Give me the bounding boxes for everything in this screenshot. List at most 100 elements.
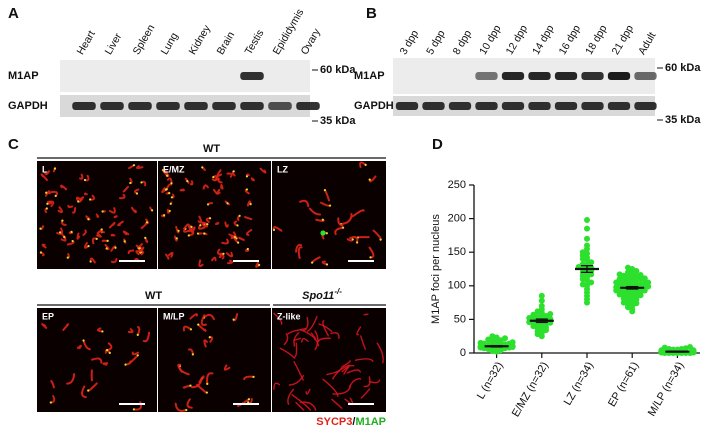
dot [661,344,668,351]
chromosome [297,246,303,259]
chromosome [108,207,116,214]
lane-label: 12 dpp [504,23,531,57]
chromosome [299,401,317,411]
focus [169,202,172,205]
band [581,102,604,110]
lane-label: 18 dpp [583,23,610,57]
marker-label: 60 kDa [665,62,701,74]
chromosome [343,366,350,375]
dot [625,269,631,276]
green-spot [320,230,326,236]
dot [538,302,545,309]
chromosome [48,190,51,195]
chromosome [83,242,90,249]
gene: Spo11 [302,290,334,302]
chromosome [102,362,109,366]
chromosome [349,236,359,244]
band [184,102,208,110]
focus [168,192,171,195]
focus [135,192,139,195]
chromosome [108,221,116,229]
stain-name: / [352,416,355,428]
chromosome [259,167,267,174]
focus [101,210,104,213]
chromosome [186,398,193,409]
chromosome [368,379,381,384]
focus [108,351,111,354]
focus [49,401,52,404]
chromosome [293,361,304,381]
y-tick-label: 250 [448,179,466,191]
focus [186,180,189,183]
dot [530,311,537,318]
chromosome [225,251,233,258]
chromosome [332,385,352,395]
focus [95,237,98,240]
focus [199,224,202,227]
chromosome [57,206,63,214]
chromosome [360,388,371,399]
dot [485,336,492,343]
focus [206,382,209,385]
focus [191,353,194,356]
chromosome [308,207,322,216]
focus [45,207,48,210]
chromosome [306,315,318,332]
chromosome [293,337,301,341]
panel-label: A [8,5,19,22]
chromosome [287,388,295,405]
band [554,72,578,80]
band [448,102,472,110]
image-label: Z-like [277,311,301,321]
chromosome [273,382,281,390]
lane-label: Adult [636,30,658,57]
focus [39,251,42,254]
focus [237,241,240,244]
row-label: M1AP [8,70,39,82]
chromosome [96,233,102,238]
micrograph [272,161,386,269]
micrograph [158,308,271,412]
band [607,72,631,80]
focus [168,209,171,213]
row-label: GAPDH [354,100,394,112]
focus [175,237,178,240]
chromosomes [39,164,154,264]
chromosome [341,360,351,368]
dot [538,292,545,299]
focus [311,261,314,264]
chromosome [179,188,186,192]
dot [641,275,648,282]
band [554,102,578,110]
band [528,102,551,110]
lane-label: 10 dpp [477,23,504,57]
dot [625,264,631,271]
focus [364,163,367,166]
lane-label: Liver [103,31,125,57]
band [634,72,657,80]
chromosome [127,249,135,255]
focus [89,198,92,201]
chromosome [43,170,50,176]
focus [145,221,149,224]
chromosome [110,258,118,264]
dot [509,339,516,346]
chromosome [354,358,374,362]
lane-label: 3 dpp [398,28,422,57]
chromosome [188,226,196,233]
chromosome [82,229,87,236]
focus [341,226,345,229]
focus [238,214,241,217]
x-tick-label: EP (n=61) [606,360,641,409]
chromosome [211,256,217,262]
band [607,102,631,110]
y-tick-label: 50 [454,313,466,325]
chromosome [214,221,220,225]
focus [45,191,48,194]
micrograph [37,308,157,412]
chromosome [117,220,124,227]
image-label: E/MZ [163,164,185,174]
focus [226,202,229,205]
chromosome [216,188,221,195]
focus [106,239,109,242]
